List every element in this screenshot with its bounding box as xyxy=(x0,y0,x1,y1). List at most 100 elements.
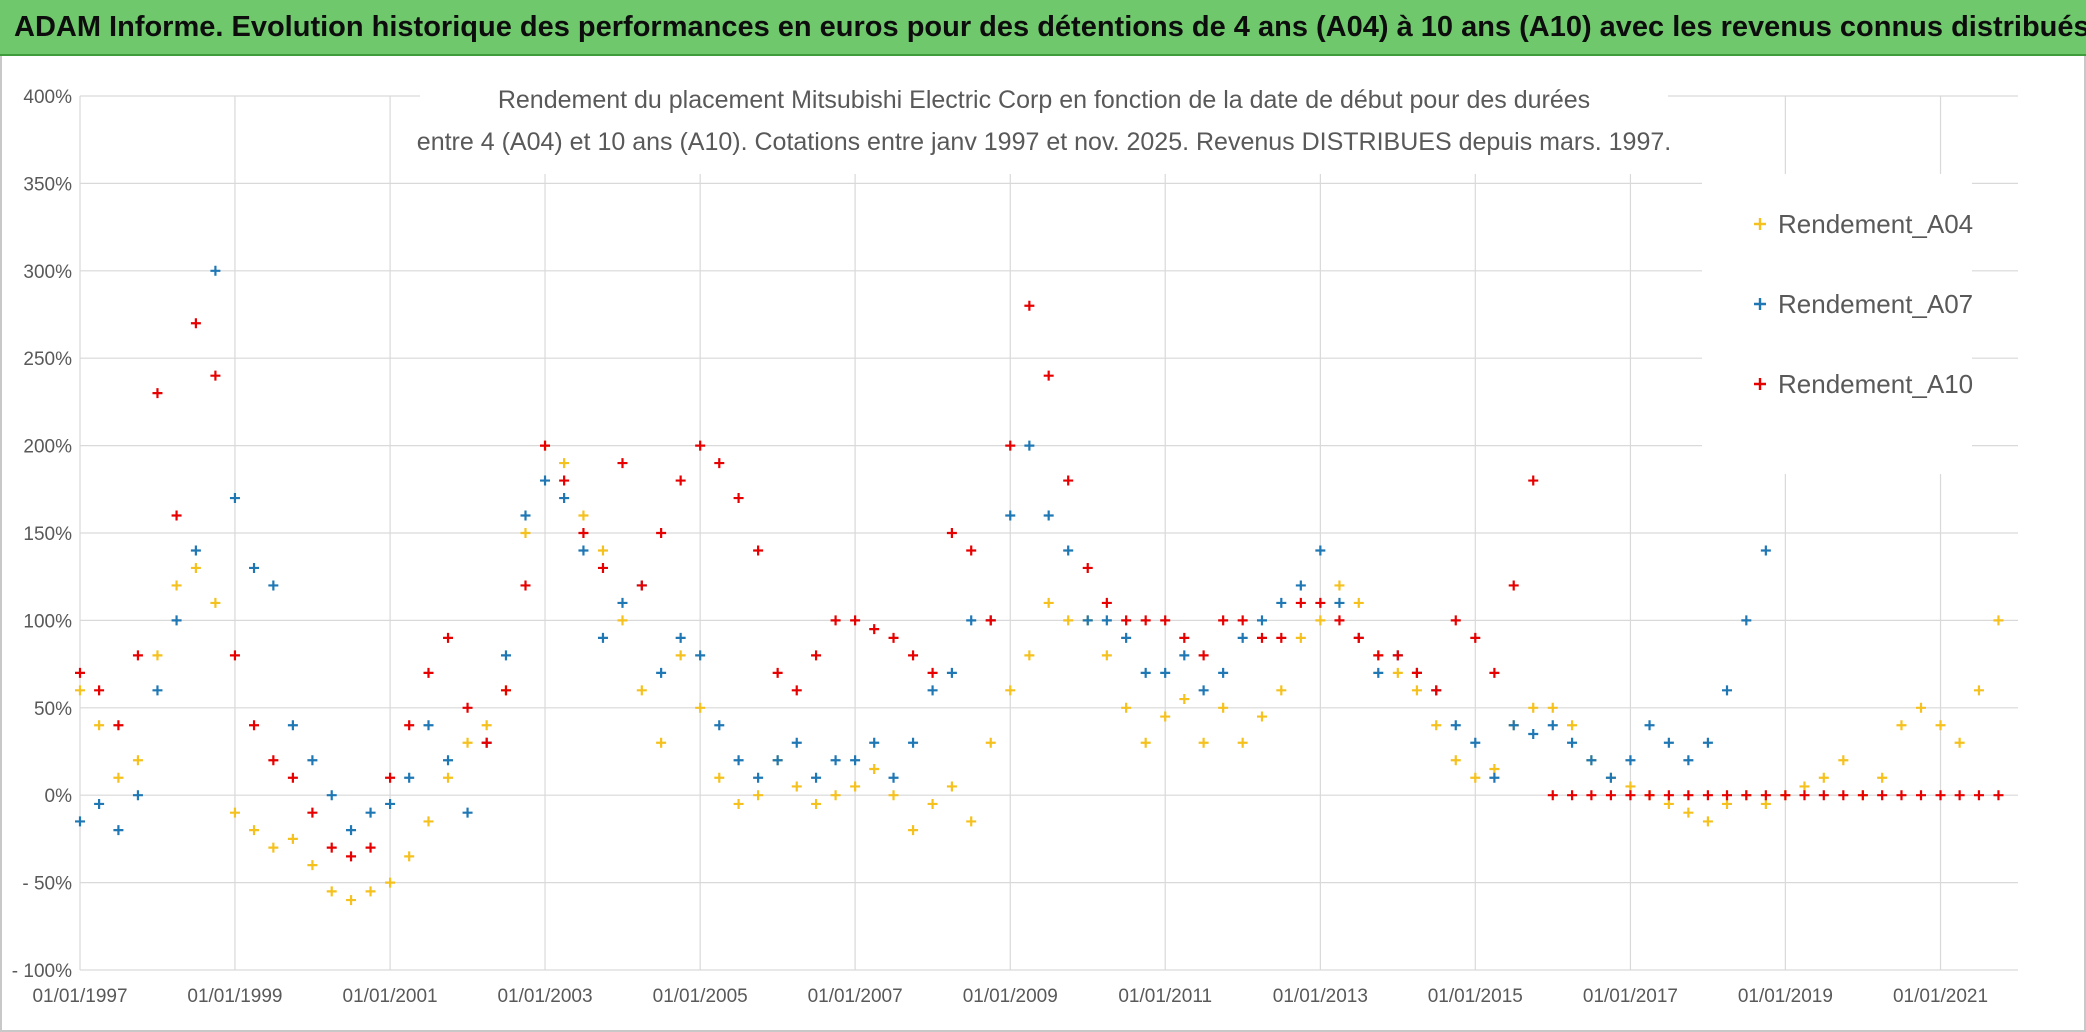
data-point xyxy=(365,886,376,897)
data-point xyxy=(1973,685,1984,696)
data-point xyxy=(1470,632,1481,643)
banner-title: ADAM Informe. Evolution historique des p… xyxy=(14,10,2086,43)
data-point xyxy=(346,825,357,836)
data-point xyxy=(75,816,85,827)
x-tick-label: 01/01/2015 xyxy=(1428,986,1523,1007)
data-point xyxy=(1780,790,1791,801)
data-point xyxy=(1625,790,1636,801)
data-point xyxy=(171,615,182,626)
data-point xyxy=(1450,720,1461,731)
data-point xyxy=(946,667,957,678)
data-point xyxy=(1663,737,1674,748)
chart-frame: - 100% - 50% 0% 50% 100% 150% 200% 250% 300% 350%… xyxy=(0,56,2086,1032)
data-point xyxy=(830,790,841,801)
data-point xyxy=(229,493,240,504)
data-point xyxy=(1470,737,1481,748)
data-point xyxy=(1334,580,1345,591)
data-point xyxy=(559,475,570,486)
data-point xyxy=(1101,597,1112,608)
data-point xyxy=(346,895,357,906)
data-point xyxy=(1373,667,1384,678)
data-point xyxy=(190,545,201,556)
data-point xyxy=(287,833,298,844)
data-point xyxy=(1644,790,1655,801)
data-point xyxy=(1121,702,1132,713)
data-point xyxy=(1198,685,1209,696)
data-point xyxy=(1528,702,1539,713)
data-point xyxy=(1334,615,1345,626)
data-point xyxy=(462,807,473,818)
data-point xyxy=(1877,790,1888,801)
data-point xyxy=(1431,685,1442,696)
data-point xyxy=(1218,702,1229,713)
data-point xyxy=(1198,737,1209,748)
data-point xyxy=(559,493,570,504)
data-point xyxy=(75,685,85,696)
data-point xyxy=(1586,790,1597,801)
data-point xyxy=(617,458,628,469)
data-point xyxy=(113,772,124,783)
data-point xyxy=(1295,597,1306,608)
data-point xyxy=(617,597,628,608)
data-point xyxy=(1005,510,1016,521)
data-point xyxy=(1411,685,1422,696)
data-point xyxy=(1916,790,1926,801)
data-point xyxy=(753,545,764,556)
data-point xyxy=(1334,597,1345,608)
data-point xyxy=(811,772,822,783)
data-point xyxy=(946,528,957,538)
data-point xyxy=(1315,615,1326,626)
data-point xyxy=(190,562,201,573)
data-point xyxy=(307,860,318,871)
y-tick-label: 200% xyxy=(23,437,72,458)
data-point xyxy=(540,475,551,486)
data-point xyxy=(1140,667,1151,678)
legend-marker xyxy=(1754,298,1766,310)
data-point xyxy=(1237,737,1248,748)
data-point xyxy=(1973,790,1984,801)
data-point xyxy=(385,798,396,809)
data-point xyxy=(1101,615,1112,626)
data-point xyxy=(481,720,492,731)
data-point xyxy=(714,772,725,783)
data-point xyxy=(695,702,706,713)
data-point xyxy=(830,755,841,766)
data-point xyxy=(365,807,376,818)
data-point xyxy=(597,545,608,556)
data-point xyxy=(927,685,938,696)
y-tick-label: - 100% xyxy=(12,961,72,982)
data-point xyxy=(520,528,531,538)
data-point xyxy=(229,807,240,818)
data-point xyxy=(1799,790,1810,801)
data-point xyxy=(1683,790,1694,801)
data-point xyxy=(753,772,764,783)
series-points xyxy=(75,440,2004,906)
series-points xyxy=(75,265,1771,836)
data-point xyxy=(1276,597,1287,608)
data-point xyxy=(229,650,240,661)
legend-marker xyxy=(1754,218,1766,230)
data-point xyxy=(1082,615,1093,626)
data-point xyxy=(1683,755,1694,766)
data-point xyxy=(966,545,977,556)
data-point xyxy=(1489,772,1500,783)
data-point xyxy=(675,475,686,486)
data-point xyxy=(500,650,511,661)
data-point xyxy=(1567,737,1578,748)
data-point xyxy=(1140,615,1151,626)
data-point xyxy=(1896,790,1907,801)
data-point xyxy=(946,781,957,792)
data-point xyxy=(1179,632,1190,643)
data-point xyxy=(772,667,783,678)
data-point xyxy=(152,650,163,661)
data-point xyxy=(1373,650,1384,661)
data-point xyxy=(1005,440,1016,451)
y-tick-label: 100% xyxy=(23,611,72,632)
data-point xyxy=(385,772,396,783)
data-point xyxy=(113,720,124,731)
data-point xyxy=(1276,685,1287,696)
data-point xyxy=(850,615,861,626)
data-point xyxy=(656,528,667,538)
data-point xyxy=(1063,475,1074,486)
data-point xyxy=(481,737,492,748)
